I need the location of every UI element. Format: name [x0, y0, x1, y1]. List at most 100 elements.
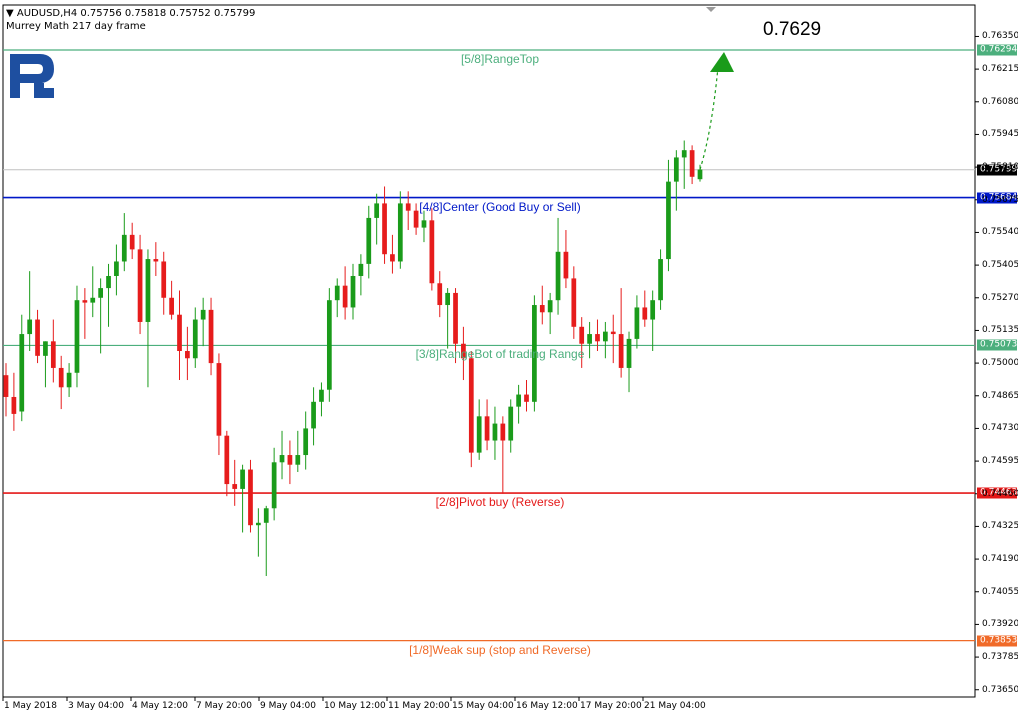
candle [342, 266, 348, 320]
plot-frame [2, 4, 976, 698]
candle [169, 280, 174, 320]
forecast-path [699, 66, 719, 170]
candle [43, 341, 48, 388]
collapse-triangle-icon[interactable]: ▼ [6, 8, 14, 19]
candle [153, 242, 159, 276]
candle [279, 430, 285, 480]
last-price-tag: 0.75799 [977, 164, 1017, 176]
y-tick-label: 0.75405 [982, 260, 1018, 271]
candle [74, 285, 80, 388]
candle [263, 505, 269, 577]
candle [137, 234, 143, 335]
candle [634, 295, 640, 349]
y-tick-label: 0.76215 [982, 64, 1018, 75]
candle [539, 285, 545, 325]
candle [129, 222, 135, 260]
candle [200, 297, 206, 347]
y-tick-label: 0.74730 [982, 423, 1018, 434]
y-tick-label: 0.75270 [982, 292, 1018, 303]
candle [66, 363, 72, 397]
candle [106, 263, 111, 327]
target-price-label: 0.7629 [763, 19, 822, 40]
candle [287, 440, 293, 485]
level-price-tag: 0.73853 [977, 635, 1017, 647]
candle [524, 380, 529, 412]
y-tick-label: 0.74055 [982, 586, 1018, 597]
x-tick-label: 17 May 20:00 [580, 701, 642, 711]
y-tick-label: 0.76350 [982, 31, 1018, 42]
candle [271, 447, 277, 521]
candle [35, 309, 40, 364]
candle [595, 319, 600, 351]
candle [610, 314, 616, 364]
candle [666, 159, 671, 272]
x-tick-label: 3 May 04:00 [68, 701, 124, 711]
candle [461, 326, 466, 381]
y-tick-label: 0.73650 [982, 684, 1018, 695]
y-tick-label: 0.75945 [982, 129, 1018, 140]
level-price-tag: 0.76294 [977, 44, 1017, 56]
candle [334, 278, 340, 318]
candle [626, 331, 632, 393]
candle [114, 244, 119, 296]
murrey-level-label: [5/8]RangeTop [460, 52, 540, 66]
candle [145, 249, 151, 388]
candle [3, 363, 9, 417]
x-tick-label: 11 May 20:00 [388, 701, 450, 711]
candle [571, 266, 577, 339]
candle [484, 399, 490, 451]
candle [350, 263, 356, 320]
candle [185, 326, 190, 381]
candle [216, 353, 222, 456]
candle [397, 191, 403, 269]
y-tick-label: 0.75675 [982, 194, 1018, 205]
x-tick-label: 16 May 12:00 [516, 701, 578, 711]
candle [618, 288, 624, 378]
candle [358, 254, 364, 296]
candle [602, 321, 608, 359]
candle [532, 295, 537, 412]
murrey-level-label: [3/8]RangeBot of trading Range [415, 347, 585, 362]
y-tick-label: 0.75810 [982, 162, 1018, 173]
symbol-header: ▼ AUDUSD,H4 0.75756 0.75818 0.75752 0.75… [6, 8, 255, 19]
broker-logo-icon [10, 54, 54, 98]
candle [295, 430, 301, 472]
candle [437, 271, 443, 318]
symbol-quote-text: AUDUSD,H4 0.75756 0.75818 0.75752 0.7579… [16, 8, 256, 19]
x-tick-label: 1 May 2018 [4, 701, 57, 711]
y-tick-label: 0.73920 [982, 619, 1018, 630]
candle [248, 459, 253, 533]
candle [366, 205, 372, 279]
candle [11, 372, 17, 431]
x-tick-label: 4 May 12:00 [132, 701, 188, 711]
candle [650, 290, 656, 351]
candle [587, 321, 592, 359]
candle [121, 213, 127, 272]
candle [50, 319, 56, 383]
candle [374, 193, 380, 245]
candle [658, 249, 663, 310]
candle [642, 290, 648, 327]
murrey-level-label: [4/8]Center (Good Buy or Sell) [419, 199, 581, 214]
candle [382, 186, 387, 264]
candle [413, 203, 419, 235]
candle [405, 191, 411, 231]
y-tick-label: 0.74595 [982, 456, 1018, 467]
y-tick-label: 0.74865 [982, 390, 1018, 401]
candle [311, 387, 316, 446]
candle [673, 150, 679, 211]
chart-shift-marker-icon[interactable] [706, 7, 716, 12]
candle [240, 464, 245, 533]
candle [177, 290, 182, 381]
y-tick-label: 0.75540 [982, 227, 1018, 238]
y-tick-label: 0.75135 [982, 325, 1018, 336]
candle [161, 251, 167, 315]
candle [468, 351, 474, 468]
level-price-tag: 0.74463 [977, 487, 1017, 499]
candle [326, 288, 332, 402]
y-tick-label: 0.74460 [982, 488, 1018, 499]
candle [90, 266, 96, 318]
candle [689, 145, 695, 185]
indicator-name: Murrey Math 217 day frame [6, 21, 146, 32]
